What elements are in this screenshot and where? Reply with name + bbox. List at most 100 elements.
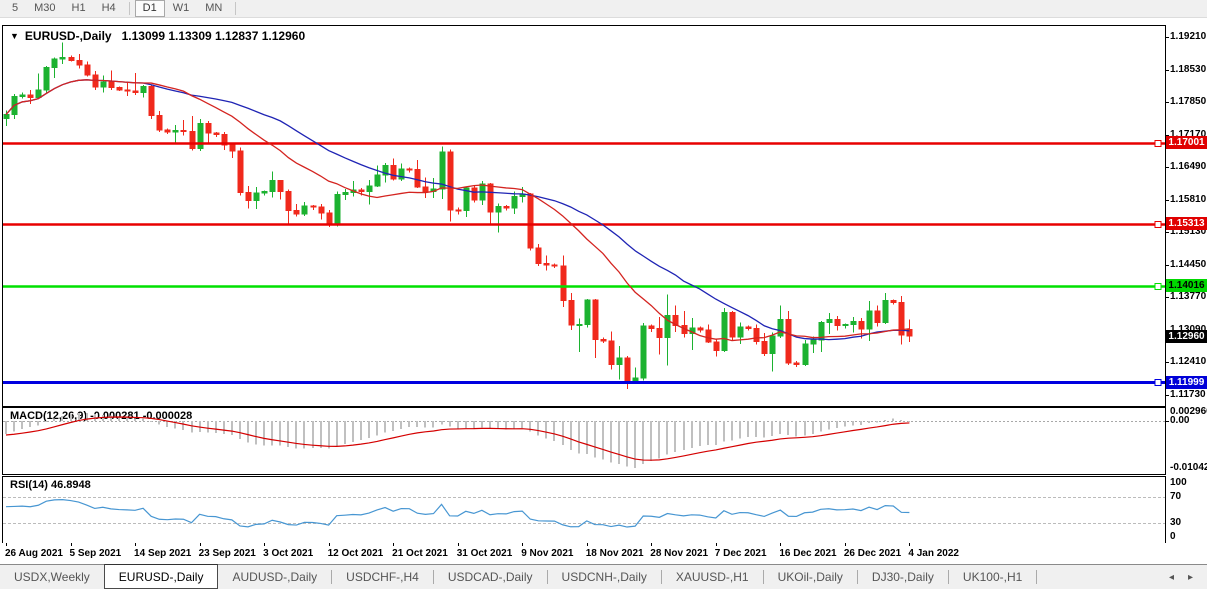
date-tick-label: 16 Dec 2021 (779, 548, 837, 559)
price-tick-label: 1.13770 (1170, 291, 1207, 303)
main-chart-panel[interactable] (2, 25, 1166, 407)
period-button-d1[interactable]: D1 (134, 0, 165, 17)
date-tick-mark (522, 543, 523, 546)
macd-axis-label: 0.00 (1170, 415, 1190, 426)
tab-uk100-h1[interactable]: UK100-,H1 (962, 570, 1023, 584)
rsi-name: RSI(14) (10, 479, 48, 491)
tab-scroll-left-icon[interactable]: ◂ (1168, 571, 1174, 583)
date-tick-label: 5 Sep 2021 (69, 548, 122, 559)
rsi-value: 46.8948 (50, 479, 91, 491)
price-tick-label: 1.17170 (1170, 128, 1207, 140)
hline-price-badge: 1.11999 (1166, 375, 1207, 389)
tab-usdchf-h4[interactable]: USDCHF-,H4 (346, 570, 419, 584)
date-tick-label: 7 Dec 2021 (714, 548, 767, 559)
date-tick-label: 26 Dec 2021 (843, 548, 902, 559)
price-tick-mark (1165, 70, 1169, 71)
date-tick-label: 31 Oct 2021 (456, 548, 513, 559)
date-tick-mark (71, 543, 72, 546)
tab-usdcad-daily[interactable]: USDCAD-,Daily (447, 570, 533, 584)
price-tick-label: 1.18530 (1170, 63, 1207, 75)
tab-separator (856, 570, 858, 584)
date-tick-label: 23 Sep 2021 (198, 548, 256, 559)
tab-scroll-arrows: ◂ ▸ (1169, 565, 1193, 589)
date-tick-mark (587, 543, 588, 546)
price-tick-label: 1.12410 (1170, 356, 1207, 368)
tab-xauusd-h1[interactable]: XAUUSD-,H1 (675, 570, 749, 584)
price-tick-mark (1165, 200, 1169, 201)
date-tick-label: 12 Oct 2021 (327, 548, 384, 559)
price-tick-label: 1.11730 (1170, 389, 1206, 400)
chart-title: ▼ EURUSD-,Daily 1.13099 1.13309 1.12837 1.… (10, 29, 305, 43)
rsi-axis-label: 30 (1170, 517, 1182, 529)
symbol-label: EURUSD-,Daily (24, 29, 112, 43)
date-tick-mark (458, 543, 459, 546)
macd-name: MACD(12,26,9) (10, 410, 88, 422)
date-tick-label: 18 Nov 2021 (585, 548, 644, 559)
price-tick-mark (1165, 37, 1169, 38)
tab-audusd-daily[interactable]: AUDUSD-,Daily (232, 570, 318, 584)
tab-separator (947, 570, 949, 584)
rsi-panel[interactable] (2, 476, 1166, 544)
date-axis[interactable]: 26 Aug 2021 5 Sep 2021 14 Sep 2021 23 Sep 2… (0, 543, 1207, 563)
date-tick-label: 28 Nov 2021 (650, 548, 709, 559)
macd-axis-label: -0.01042 (1170, 462, 1207, 473)
date-tick-mark (200, 543, 201, 546)
tab-eurusd-daily[interactable]: EURUSD-,Daily (103, 564, 219, 589)
date-tick-mark (135, 543, 136, 546)
tab-usdcnh-daily[interactable]: USDCNH-,Daily (561, 570, 647, 584)
period-button-h4[interactable]: H4 (101, 2, 116, 14)
macd-indicator-label: MACD(12,26,9) -0.000281 -0.000028 (10, 410, 192, 422)
toolbar-separator (128, 2, 130, 15)
price-tick-mark (1165, 167, 1169, 168)
current-price-badge: 1.12960 (1166, 329, 1207, 343)
tab-usdx-weekly[interactable]: USDX,Weekly (14, 570, 90, 584)
price-tick-label: 1.19210 (1170, 31, 1207, 42)
timeframe-toolbar: 5 M30 H1 H4 D1 W1 MN (0, 0, 1207, 18)
period-button-m30[interactable]: M30 (34, 2, 56, 14)
price-tick-label: 1.14450 (1170, 258, 1207, 270)
macd-values: -0.000281 -0.000028 (90, 410, 193, 422)
price-tick-mark (1165, 362, 1169, 363)
date-tick-mark (651, 543, 652, 546)
period-button-w1[interactable]: W1 (172, 2, 190, 14)
tab-separator (660, 570, 662, 584)
toolbar-separator (235, 2, 237, 15)
period-button-h1[interactable]: H1 (71, 2, 86, 14)
tab-separator (1036, 570, 1038, 584)
tab-scroll-right-icon[interactable]: ▸ (1187, 571, 1193, 583)
price-tick-mark (1165, 232, 1169, 233)
price-tick-label: 1.17850 (1170, 96, 1207, 108)
chart-menu-icon[interactable]: ▼ (10, 31, 19, 41)
date-tick-mark (393, 543, 394, 546)
rsi-indicator-label: RSI(14) 46.8948 (10, 479, 91, 491)
ohlc-values: 1.13099 1.13309 1.12837 1.12960 (121, 29, 306, 43)
chart-tabs-bar: USDX,Weekly EURUSD-,Daily AUDUSD-,Daily USD… (0, 564, 1207, 589)
tab-separator (762, 570, 764, 584)
hline-price-badge: 1.15313 (1166, 217, 1207, 230)
tab-separator (432, 570, 434, 584)
tab-separator (331, 570, 333, 584)
date-tick-mark (264, 543, 265, 546)
rsi-axis-label: 100 (1170, 477, 1187, 488)
tab-separator (546, 570, 548, 584)
price-tick-mark (1165, 297, 1169, 298)
period-button-5[interactable]: 5 (12, 2, 19, 14)
hline-price-badge: 1.14016 (1166, 279, 1207, 293)
rsi-axis-label: 70 (1170, 490, 1182, 502)
price-tick-label: 1.15810 (1170, 193, 1207, 205)
period-button-mn[interactable]: MN (205, 2, 223, 14)
tab-dj30-daily[interactable]: DJ30-,Daily (871, 570, 934, 584)
macd-tick-mark (1165, 421, 1169, 422)
date-tick-label: 21 Oct 2021 (392, 548, 448, 559)
hline-price-badge: 1.17001 (1166, 136, 1207, 150)
rsi-axis-label: 0 (1170, 531, 1176, 542)
date-tick-label: 14 Sep 2021 (134, 548, 192, 559)
date-tick-label: 3 Oct 2021 (263, 548, 314, 559)
price-tick-mark (1165, 265, 1169, 266)
price-tick-label: 1.15130 (1170, 226, 1207, 238)
tab-ukoil-daily[interactable]: UKOil-,Daily (777, 570, 843, 584)
price-tick-mark (1165, 135, 1169, 136)
date-tick-mark (6, 543, 7, 546)
price-tick-mark (1165, 102, 1169, 103)
